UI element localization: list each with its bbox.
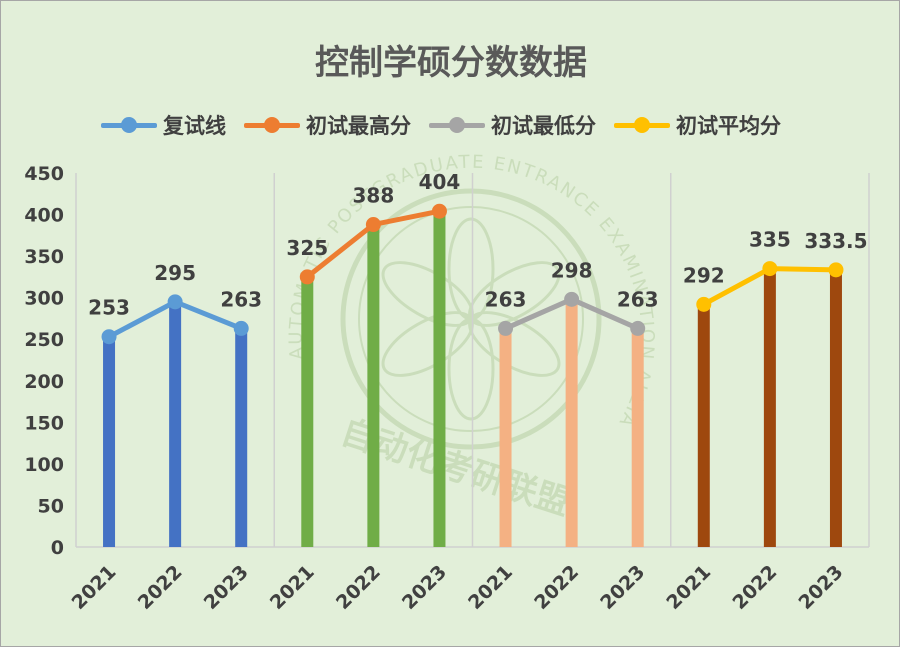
bar [829, 269, 842, 547]
series-point [101, 329, 117, 345]
legend-label: 初试最低分 [491, 114, 596, 138]
legend-label: 复试线 [163, 114, 226, 138]
bar [169, 301, 182, 547]
y-tick-label: 150 [24, 412, 64, 434]
data-label: 388 [353, 184, 395, 208]
watermark-leaf-icon [468, 311, 561, 377]
series-point [762, 261, 778, 277]
legend-item: 复试线 [101, 110, 226, 140]
series-point [696, 296, 712, 312]
data-label: 263 [617, 287, 659, 311]
data-label: 263 [220, 287, 262, 311]
watermark-inner-ring [358, 206, 584, 432]
y-tick-label: 50 [38, 495, 64, 517]
x-tick-label: 2022 [530, 561, 583, 614]
y-tick-label: 250 [24, 329, 64, 351]
y-tick-label: 450 [24, 163, 64, 185]
watermark-leaf-icon [381, 261, 474, 327]
watermark-leaf-icon [381, 311, 474, 377]
bar [763, 268, 776, 547]
chart-title: 控制学硕分数数据 [315, 43, 587, 83]
bar [301, 276, 314, 547]
x-tick-label: 2023 [398, 561, 451, 614]
data-label: 253 [88, 296, 130, 320]
series-point [233, 320, 249, 336]
x-tick-label: 2021 [68, 561, 121, 614]
series-point [498, 320, 514, 336]
bar [103, 336, 116, 547]
legend-swatch-icon [244, 115, 300, 135]
x-tick-label: 2023 [795, 561, 848, 614]
x-tick-label: 2021 [464, 561, 517, 614]
legend-swatch-icon [101, 115, 157, 135]
x-tick-label: 2021 [266, 561, 319, 614]
data-label: 263 [485, 287, 527, 311]
y-tick-label: 200 [24, 371, 64, 393]
bar [697, 304, 710, 547]
legend-item: 初试最高分 [244, 110, 411, 140]
data-label: 335 [749, 228, 791, 252]
data-label: 292 [683, 263, 725, 287]
x-tick-label: 2022 [728, 561, 781, 614]
y-tick-label: 400 [24, 205, 64, 227]
bar [367, 224, 380, 548]
x-tick-label: 2023 [200, 561, 253, 614]
legend-label: 初试最高分 [306, 114, 411, 138]
y-tick-label: 0 [51, 537, 64, 559]
series-point [828, 262, 844, 278]
series-point [431, 203, 447, 219]
legend-item: 初试最低分 [429, 110, 596, 140]
legend-item: 初试平均分 [614, 110, 781, 140]
legend-label: 初试平均分 [676, 114, 781, 138]
bar [433, 211, 446, 547]
legend-swatch-icon [429, 115, 485, 135]
watermark-ring [340, 188, 602, 450]
y-tick-label: 300 [24, 288, 64, 310]
data-label: 295 [154, 261, 196, 285]
y-tick-label: 350 [24, 246, 64, 268]
bar [499, 328, 512, 547]
x-tick-label: 2021 [662, 561, 715, 614]
data-label: 333.5 [804, 229, 867, 253]
series-point [299, 269, 315, 285]
series-point [630, 320, 646, 336]
data-label: 404 [419, 170, 461, 194]
legend: 复试线 初试最高分 初试最低分 初试平均分 [101, 107, 799, 143]
series-point [564, 291, 580, 307]
data-label: 325 [286, 236, 328, 260]
bar [565, 299, 578, 547]
legend-swatch-icon [614, 115, 670, 135]
x-tick-label: 2022 [332, 561, 385, 614]
series-point [365, 217, 381, 233]
bar [631, 328, 644, 547]
series-point [167, 294, 183, 310]
x-tick-label: 2022 [134, 561, 187, 614]
data-label: 298 [551, 258, 593, 282]
bar [235, 328, 248, 547]
x-tick-label: 2023 [596, 561, 649, 614]
y-tick-label: 100 [24, 454, 64, 476]
